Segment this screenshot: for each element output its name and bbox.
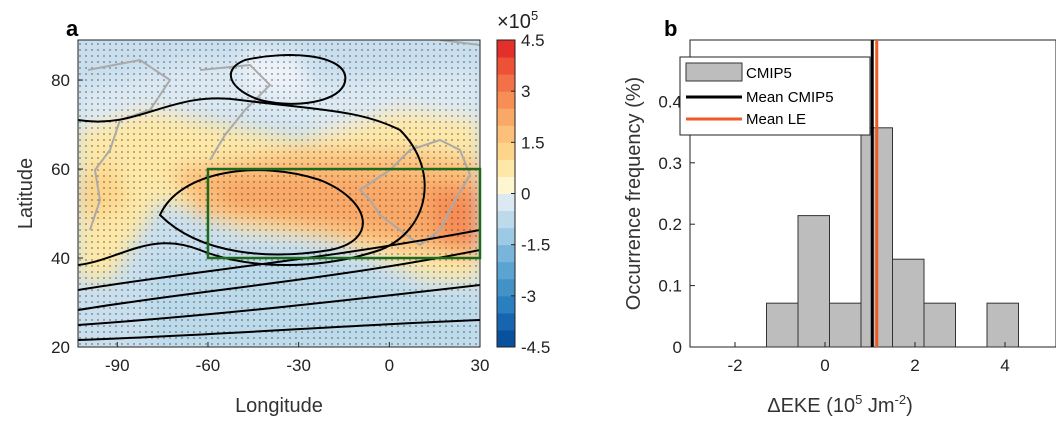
legend-label: CMIP5 — [746, 65, 792, 82]
colorbar-swatch — [497, 261, 515, 280]
colorbar-swatch — [497, 159, 515, 177]
colorbar-swatch — [497, 210, 515, 229]
colorbar-swatch — [497, 278, 515, 297]
x-tick-label: -2 — [727, 356, 742, 375]
colorbar-tick-label: -3 — [521, 287, 536, 306]
colorbar-swatch — [497, 57, 515, 75]
y-axis-label: Occurrence frequency (%) — [623, 77, 645, 310]
legend-swatch — [685, 62, 743, 82]
legend-label: Mean LE — [746, 111, 806, 128]
bar — [829, 302, 862, 348]
y-tick-label: 20 — [51, 338, 70, 357]
x-axis-label: Longitude — [235, 395, 323, 417]
bar — [766, 302, 799, 348]
colorbar-swatch — [497, 312, 515, 331]
bar — [892, 258, 925, 348]
y-tick-label: 0.1 — [658, 277, 682, 296]
y-tick-label: 0.4 — [658, 92, 682, 111]
colorbar-tick-label: 0 — [521, 185, 530, 204]
colorbar-swatch — [497, 108, 515, 126]
y-tick-label: 40 — [51, 249, 70, 268]
x-tick-label: 4 — [1000, 356, 1009, 375]
colorbar-swatch — [497, 244, 515, 263]
y-tick-label: 0 — [673, 338, 682, 357]
panel-label: b — [664, 16, 677, 41]
colorbar-tick-label: -1.5 — [521, 236, 550, 255]
label-part: Jm — [862, 395, 894, 417]
x-tick-label: 0 — [385, 356, 394, 375]
superscript: 5 — [531, 8, 538, 23]
panel-label: a — [66, 16, 79, 41]
label-part: ) — [906, 395, 913, 417]
region-box — [206, 167, 482, 260]
y-tick-label: 60 — [51, 160, 70, 179]
superscript: -2 — [895, 392, 907, 407]
x-tick-label: 0 — [820, 356, 829, 375]
x-tick-label: 2 — [910, 356, 919, 375]
colorbar-swatch — [497, 91, 515, 109]
axis-label: ΔEKE (105 Jm-2) — [767, 392, 913, 417]
y-tick-label: 0.3 — [658, 154, 682, 173]
bar — [923, 302, 956, 348]
y-tick-label: 0.2 — [658, 215, 682, 234]
label-part: ×10 — [497, 11, 531, 33]
y-axis-label: Latitude — [15, 158, 37, 229]
colorbar-tick-label: 4.5 — [521, 31, 545, 50]
x-tick-label: -30 — [286, 356, 311, 375]
colorbar-swatch — [497, 329, 515, 348]
colorbar-swatch — [497, 74, 515, 92]
x-tick-label: -90 — [105, 356, 130, 375]
y-tick-label: 80 — [51, 71, 70, 90]
colorbar-swatch — [497, 125, 515, 143]
label-part: ΔEKE (10 — [767, 395, 855, 417]
colorbar-swatch — [497, 227, 515, 246]
colorbar-swatch — [497, 176, 515, 194]
axis-label: ×105 — [497, 8, 538, 33]
bar — [797, 215, 830, 348]
map-field — [78, 40, 480, 347]
colorbar-swatch — [497, 193, 515, 212]
superscript: 5 — [855, 392, 862, 407]
colorbar-tick-label: -4.5 — [521, 338, 550, 357]
colorbar-swatch — [497, 40, 515, 58]
x-tick-label: -60 — [196, 356, 221, 375]
legend-label: Mean CMIP5 — [746, 89, 834, 106]
colorbar-tick-label: 1.5 — [521, 133, 545, 152]
contour — [78, 54, 480, 341]
x-tick-label: 30 — [471, 356, 490, 375]
colorbar-swatch — [497, 142, 515, 160]
colorbar-swatch — [497, 295, 515, 314]
bar — [986, 302, 1019, 348]
colorbar-tick-label: 3 — [521, 82, 530, 101]
